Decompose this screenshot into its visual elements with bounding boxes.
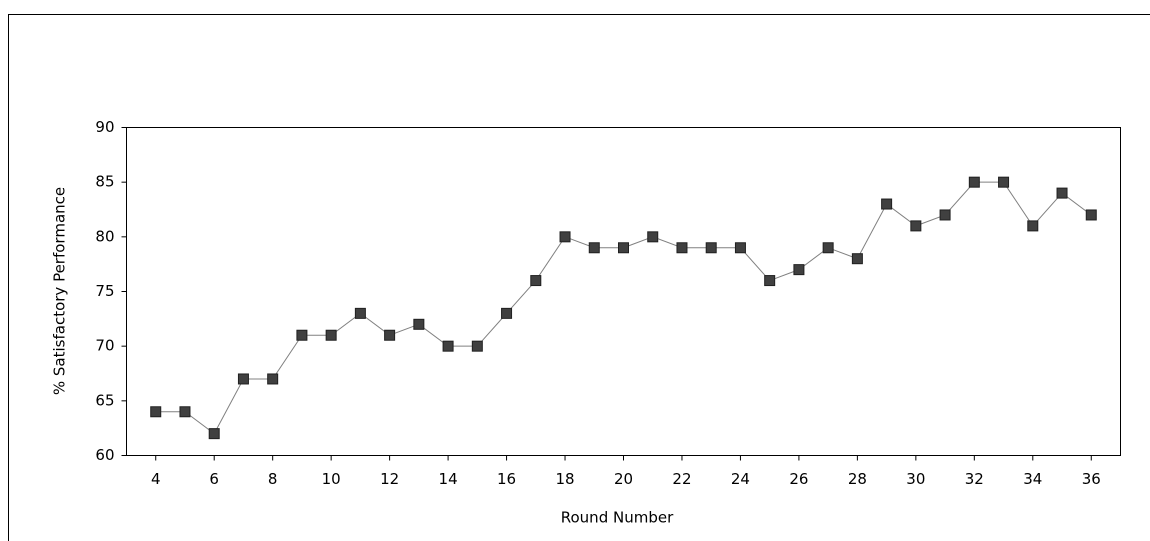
x-axis-label: Round Number	[561, 509, 674, 527]
point-marker	[822, 242, 834, 254]
point-marker	[150, 406, 162, 418]
point-marker	[354, 307, 366, 319]
point-marker	[442, 340, 454, 352]
point-marker	[237, 373, 249, 385]
x-tick-label: 34	[1023, 470, 1042, 488]
point-marker	[471, 340, 483, 352]
x-tick-label: 6	[209, 470, 219, 488]
point-marker	[1027, 220, 1039, 232]
point-marker	[588, 242, 600, 254]
point-marker	[910, 220, 922, 232]
point-marker	[530, 275, 542, 287]
point-marker	[325, 329, 337, 341]
point-marker	[676, 242, 688, 254]
y-tick-label: 80	[95, 227, 114, 245]
x-tick-label: 24	[731, 470, 750, 488]
point-marker	[734, 242, 746, 254]
frame	[8, 14, 1150, 541]
point-marker	[208, 428, 220, 440]
y-tick-label: 65	[95, 391, 114, 409]
x-tick-label: 14	[439, 470, 458, 488]
point-marker	[647, 231, 659, 243]
point-marker	[764, 275, 776, 287]
x-tick-label: 20	[614, 470, 633, 488]
x-tick-label: 10	[322, 470, 341, 488]
x-tick-label: 26	[789, 470, 808, 488]
point-marker	[384, 329, 396, 341]
x-tick-label: 12	[380, 470, 399, 488]
point-marker	[968, 176, 980, 188]
point-marker	[618, 242, 629, 254]
point-marker	[296, 329, 308, 341]
point-marker	[179, 406, 191, 418]
y-tick-label: 70	[95, 337, 114, 355]
x-tick-label: 18	[555, 470, 574, 488]
point-marker	[267, 373, 279, 385]
x-tick-label: 28	[848, 470, 867, 488]
y-tick-label: 60	[95, 446, 114, 464]
x-tick-label: 4	[151, 470, 161, 488]
x-tick-label: 16	[497, 470, 516, 488]
point-marker	[413, 318, 425, 330]
point-marker	[881, 198, 893, 210]
point-marker	[501, 307, 513, 319]
x-tick-label: 22	[672, 470, 691, 488]
point-marker	[705, 242, 717, 254]
x-tick-label: 36	[1082, 470, 1101, 488]
point-marker	[998, 176, 1010, 188]
y-tick-label: 90	[95, 118, 114, 136]
point-marker	[559, 231, 571, 243]
point-marker	[1085, 209, 1097, 221]
x-tick-label: 32	[965, 470, 984, 488]
point-marker	[1056, 187, 1068, 199]
y-tick-label: 75	[95, 282, 114, 300]
series-line	[155, 181, 1092, 435]
y-tick-label: 85	[95, 173, 114, 191]
point-marker	[939, 209, 951, 221]
point-marker	[851, 253, 863, 265]
x-tick-label: 8	[268, 470, 278, 488]
x-tick-label: 30	[906, 470, 925, 488]
point-marker	[793, 264, 805, 276]
y-axis-label: % Satisfactory Performance	[51, 187, 69, 395]
